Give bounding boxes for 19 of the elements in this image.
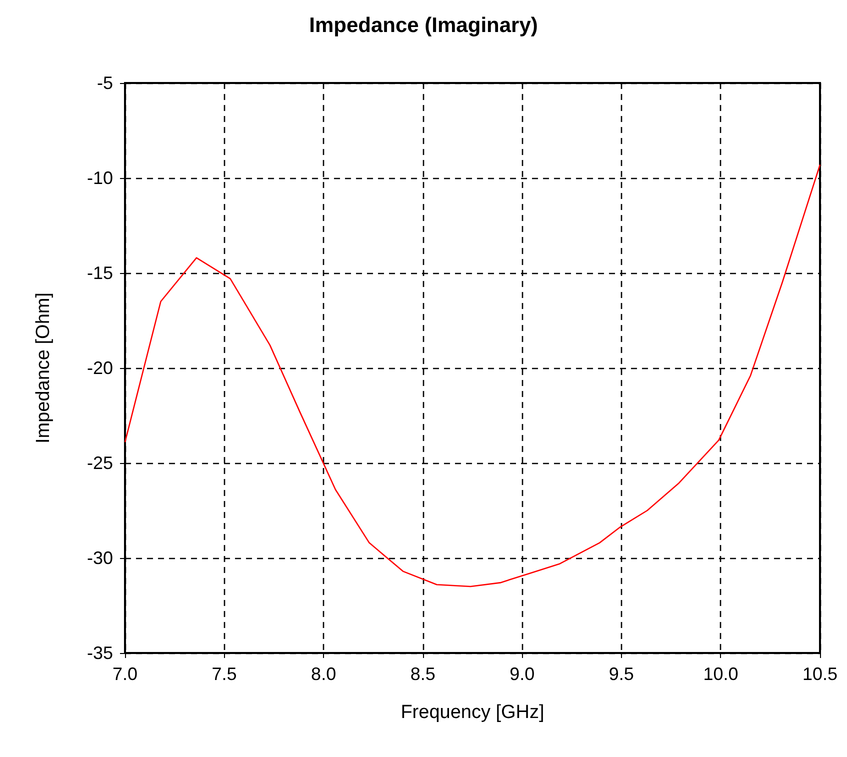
- x-tick-label: 7.5: [212, 664, 237, 684]
- x-tick-label: 9.5: [608, 664, 634, 684]
- y-tick-label: -10: [86, 168, 113, 188]
- line-series: [124, 164, 821, 588]
- x-axis-title: Frequency [GHz]: [400, 702, 544, 723]
- y-tick-label: -20: [86, 358, 113, 378]
- x-tick-label: 8.5: [410, 664, 436, 684]
- y-tick-label: -35: [86, 643, 113, 663]
- x-tick-label: 10.0: [703, 664, 738, 684]
- x-tick-label: 8.0: [311, 664, 336, 684]
- y-tick-label: -15: [86, 263, 113, 283]
- x-tick-label: 10.5: [802, 664, 838, 684]
- y-axis-title: Impedance [Ohm]: [33, 292, 54, 444]
- y-tick-label: -25: [86, 453, 113, 473]
- y-tick-label: -30: [86, 548, 113, 568]
- x-tick-label: 9.0: [510, 664, 535, 684]
- x-tick-label: 7.0: [112, 664, 138, 684]
- y-tick-label: -5: [96, 73, 113, 93]
- chart-title: Impedance (Imaginary): [309, 14, 538, 37]
